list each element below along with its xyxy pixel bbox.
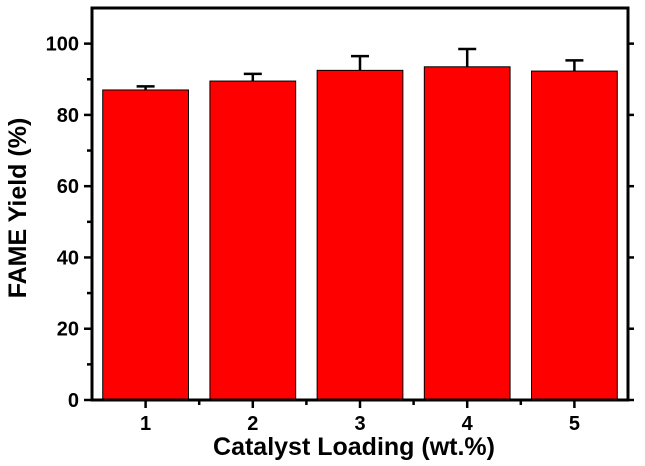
y-tick-label: 40 [57,247,79,269]
x-tick-label: 1 [140,413,151,435]
bar-2 [209,80,297,401]
y-tick-label: 100 [46,34,79,56]
bar-1 [102,89,189,401]
y-tick-label: 0 [68,390,79,412]
x-tick-label: 3 [354,413,365,435]
bar-3 [316,69,404,401]
error-bar-4 [458,47,477,67]
y-tick-label: 80 [57,105,79,127]
y-tick-label: 20 [57,319,79,341]
y-axis-title: FAME Yield (%) [4,118,32,299]
x-axis-title: Catalyst Loading (wt.%) [213,433,495,461]
bar-4 [423,66,511,401]
x-tick-label: 2 [247,413,258,435]
ticks-layer: 0 20 40 60 80 100 1 2 3 4 5 [46,34,634,435]
bars-layer [102,47,618,401]
y-tick-label: 60 [57,176,79,198]
bar-5 [531,70,618,401]
x-tick-label: 5 [569,413,580,435]
error-bar-5 [565,59,584,72]
error-bar-2 [243,72,262,82]
error-bar-1 [136,85,155,90]
x-tick-label: 4 [462,413,474,435]
error-bar-3 [351,54,369,71]
